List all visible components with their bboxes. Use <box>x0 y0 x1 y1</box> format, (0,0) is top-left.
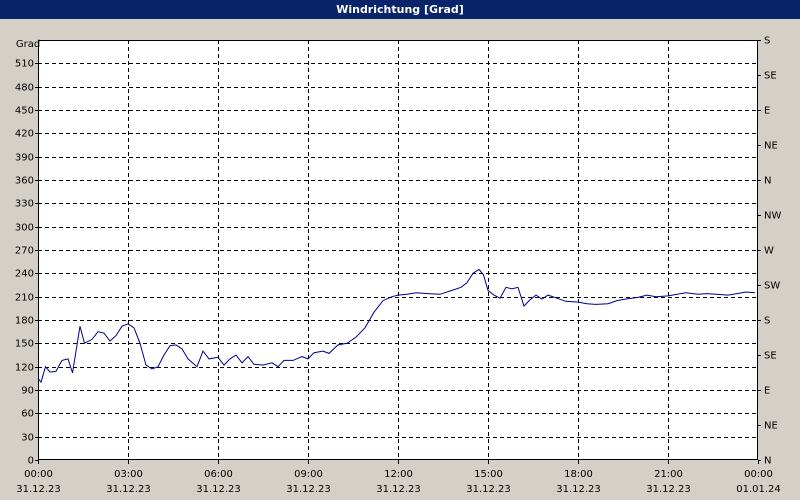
y-tick-label: 120 <box>15 363 34 374</box>
x-tick-date: 31.12.23 <box>556 484 601 495</box>
y-tick-label: 480 <box>15 83 34 94</box>
y-tick-label: 150 <box>15 339 34 350</box>
y2-tick-label: E <box>764 106 770 117</box>
x-tick-label: 15:00 <box>474 469 503 480</box>
chart-title: Windrichtung [Grad] <box>336 3 464 16</box>
x-tick-date: 01.01.24 <box>736 484 781 495</box>
y2-tick-label: NE <box>764 421 778 432</box>
y-tick-label: 210 <box>15 293 34 304</box>
x-tick-date: 31.12.23 <box>646 484 691 495</box>
data-line <box>37 268 756 384</box>
y2-tick-label: E <box>764 386 770 397</box>
x-tick-date: 31.12.23 <box>376 484 421 495</box>
plot-frame <box>38 40 758 460</box>
y-tick-label: 60 <box>21 409 34 420</box>
y-axis-label: Grad <box>16 39 40 50</box>
y2-tick-label: NE <box>764 141 778 152</box>
y2-tick-label: SE <box>764 71 777 82</box>
y-tick-label: 390 <box>15 153 34 164</box>
y-tick-label: 300 <box>15 223 34 234</box>
x-tick-date: 31.12.23 <box>196 484 241 495</box>
x-tick-label: 06:00 <box>204 469 233 480</box>
x-tick-date: 31.12.23 <box>106 484 151 495</box>
x-tick-label: 00:00 <box>744 469 773 480</box>
x-tick-label: 21:00 <box>654 469 683 480</box>
x-tick-label: 09:00 <box>294 469 323 480</box>
y2-tick-label: SW <box>764 281 780 292</box>
x-tick-label: 03:00 <box>114 469 143 480</box>
y2-tick-label: N <box>764 456 771 467</box>
x-tick-label: 12:00 <box>384 469 413 480</box>
y-tick-label: 330 <box>15 199 34 210</box>
x-tick-label: 00:00 <box>24 469 53 480</box>
y2-tick-label: S <box>764 316 770 327</box>
y2-tick-label: N <box>764 176 771 187</box>
title-bar <box>0 0 800 19</box>
x-tick-date: 31.12.23 <box>466 484 511 495</box>
y-tick-label: 420 <box>15 129 34 140</box>
x-tick-date: 31.12.23 <box>286 484 331 495</box>
y-tick-label: 90 <box>21 386 34 397</box>
x-tick-label: 18:00 <box>564 469 593 480</box>
y2-tick-label: SE <box>764 351 777 362</box>
y2-tick-label: NW <box>764 211 781 222</box>
y-tick-label: 240 <box>15 269 34 280</box>
x-tick-date: 31.12.23 <box>16 484 61 495</box>
y2-tick-label: W <box>764 246 774 257</box>
y-tick-label: 510 <box>15 59 34 70</box>
y-tick-label: 450 <box>15 106 34 117</box>
y2-tick-label: S <box>764 36 770 47</box>
y-tick-label: 0 <box>28 456 34 467</box>
y-tick-label: 30 <box>21 433 34 444</box>
y-tick-label: 270 <box>15 246 34 257</box>
y-tick-label: 180 <box>15 316 34 327</box>
y-tick-label: 360 <box>15 176 34 187</box>
